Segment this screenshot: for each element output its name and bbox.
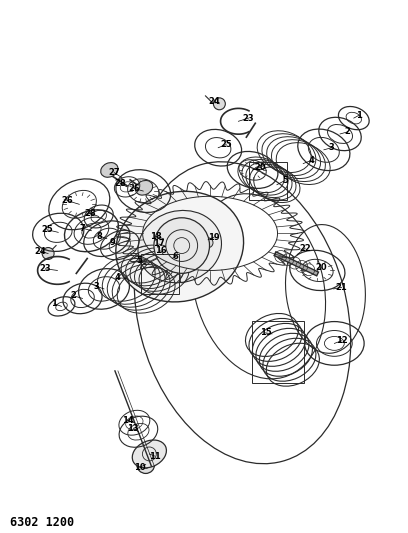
Circle shape [157,232,171,246]
Text: 20: 20 [255,163,266,172]
Text: 5: 5 [282,176,288,185]
Text: 13: 13 [127,424,139,432]
Text: 1: 1 [356,111,361,120]
Circle shape [154,218,210,273]
Ellipse shape [132,440,166,468]
Text: 6: 6 [173,252,179,261]
Text: 22: 22 [299,244,311,253]
Bar [249,162,287,200]
Text: 23: 23 [40,264,51,273]
Text: 2: 2 [71,292,77,300]
Text: 26: 26 [129,184,140,193]
Text: 10: 10 [134,463,146,472]
Ellipse shape [116,191,244,302]
Text: 14: 14 [122,416,134,425]
Text: 28: 28 [84,209,95,218]
Ellipse shape [101,163,118,177]
Text: 27: 27 [108,168,120,177]
Ellipse shape [138,211,222,283]
Circle shape [42,247,54,260]
Text: 4: 4 [308,156,314,165]
Circle shape [203,238,213,248]
Circle shape [157,237,175,255]
Text: 7: 7 [80,224,85,232]
Text: 2: 2 [345,127,350,136]
Text: 26: 26 [61,196,73,205]
Text: 23: 23 [243,114,254,123]
Text: 4: 4 [115,273,121,282]
Circle shape [213,98,225,110]
Text: 28: 28 [114,179,126,188]
Text: 17: 17 [153,239,164,248]
Text: 15: 15 [259,328,271,337]
Text: 8: 8 [97,231,102,240]
Text: 20: 20 [316,263,327,272]
Text: 19: 19 [208,232,220,241]
Text: 3: 3 [93,282,99,291]
Text: 6302 1200: 6302 1200 [10,516,74,529]
Text: 3: 3 [329,143,335,152]
Bar [252,321,304,383]
Text: 1: 1 [51,299,57,308]
Text: 12: 12 [336,336,348,345]
Text: 21: 21 [336,283,348,292]
Text: 24: 24 [34,247,46,256]
Text: 5: 5 [136,256,142,265]
Text: 16: 16 [155,246,166,255]
Ellipse shape [135,181,153,195]
Text: 25: 25 [220,140,232,149]
Text: 9: 9 [110,238,116,247]
Circle shape [137,456,155,473]
Bar [141,254,179,294]
Circle shape [164,252,180,268]
Text: 18: 18 [151,232,162,241]
Text: 25: 25 [41,225,53,234]
Text: 11: 11 [149,451,160,461]
Text: 24: 24 [208,96,220,106]
